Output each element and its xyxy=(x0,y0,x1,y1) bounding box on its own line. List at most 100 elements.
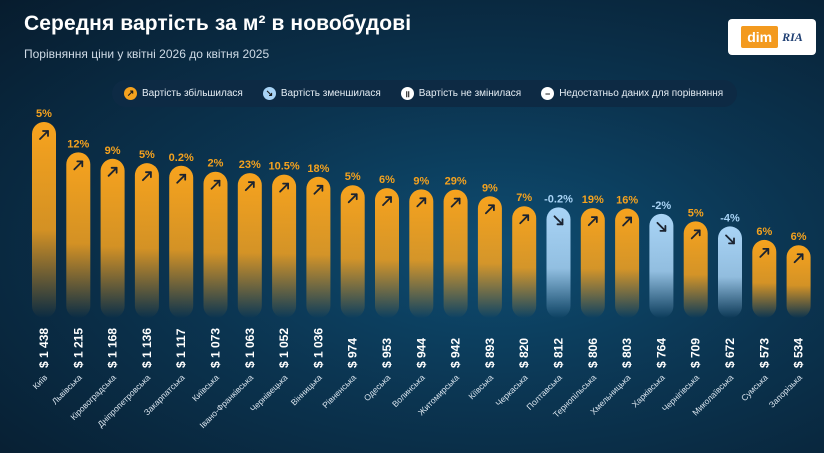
arrow-up-right-icon xyxy=(279,182,290,193)
bar-17 xyxy=(615,208,640,318)
logo-ria-text: RIA xyxy=(782,29,803,44)
category-label: Запорізька xyxy=(767,372,805,410)
bar-2 xyxy=(100,158,125,318)
bar-22 xyxy=(786,245,811,318)
legend-label-increased: Вартість збільшилася xyxy=(142,88,243,99)
change-label: -4% xyxy=(720,212,740,224)
change-label: 0.2% xyxy=(169,152,194,164)
change-label: 2% xyxy=(208,158,224,170)
arrow-up-right-icon xyxy=(587,216,598,227)
legend-label-no-data: Недостатньо даних для порівняння xyxy=(559,88,724,99)
bar-9 xyxy=(340,185,365,318)
change-label: 6% xyxy=(791,231,807,243)
legend-item-unchanged: ॥ Вартість не змінилася xyxy=(400,87,522,100)
bar-16 xyxy=(580,208,605,318)
category-label: Кіївська xyxy=(466,372,495,401)
change-label: 5% xyxy=(345,171,361,183)
change-label: 5% xyxy=(139,149,155,161)
change-label: -0.2% xyxy=(544,193,573,205)
arrow-up-right-icon xyxy=(313,184,324,195)
change-label: 19% xyxy=(582,194,604,206)
bar-1 xyxy=(66,152,91,318)
arrow-up-right-icon xyxy=(759,247,770,258)
change-label: 9% xyxy=(105,145,121,157)
value-label: $ 534 xyxy=(792,338,806,368)
arrow-up-right-icon xyxy=(244,181,255,192)
bar-8 xyxy=(306,176,331,318)
arrow-up-right-icon xyxy=(519,214,530,225)
bar-6 xyxy=(237,173,262,318)
bar-12 xyxy=(443,189,468,318)
value-label: $ 1 136 xyxy=(140,328,154,368)
bar-11 xyxy=(409,189,434,318)
legend: ↗ Вартість збільшилася ↘ Вартість зменши… xyxy=(112,80,737,107)
arrow-down-right-icon: ↘ xyxy=(262,87,276,100)
value-label: $ 764 xyxy=(654,338,668,368)
value-label: $ 812 xyxy=(552,338,566,368)
value-label: $ 1 215 xyxy=(71,328,85,368)
arrow-down-right-icon xyxy=(553,215,564,226)
logo-dim-text: dim xyxy=(741,26,779,48)
bar-14 xyxy=(512,206,537,318)
value-label: $ 1 063 xyxy=(243,328,257,368)
value-label: $ 820 xyxy=(517,338,531,368)
dim-ria-logo: dim RIA xyxy=(728,19,816,55)
bar-5 xyxy=(203,171,228,318)
minus-icon: − xyxy=(541,87,555,100)
bar-4 xyxy=(169,165,194,318)
change-label: 6% xyxy=(756,226,772,238)
legend-label-unchanged: Вартість не змінилася xyxy=(418,88,522,99)
bar-19 xyxy=(683,221,708,318)
value-label: $ 1 073 xyxy=(209,328,223,368)
change-label: 16% xyxy=(616,195,638,207)
change-label: 29% xyxy=(445,176,467,188)
value-label: $ 953 xyxy=(380,338,394,368)
bar-0 xyxy=(32,122,56,318)
arrow-up-right-icon xyxy=(416,197,427,208)
bar-18 xyxy=(649,213,674,318)
value-label: $ 709 xyxy=(689,338,703,368)
change-label: 10.5% xyxy=(268,161,299,173)
page-title: Середня вартість за м² в новобудові xyxy=(24,12,412,35)
value-label: $ 1 052 xyxy=(277,328,291,368)
value-label: $ 806 xyxy=(586,338,600,368)
arrow-up-right-icon xyxy=(210,179,221,190)
legend-item-no-data: − Недостатньо даних для порівняння xyxy=(541,87,723,100)
arrow-down-right-icon xyxy=(656,221,667,232)
arrow-up-right-icon xyxy=(107,166,118,177)
category-label: Одеська xyxy=(362,372,393,403)
value-label: $ 1 117 xyxy=(174,328,188,368)
category-label: Волинська xyxy=(390,372,427,409)
category-label: Рівненська xyxy=(320,372,358,410)
value-label: $ 1 438 xyxy=(37,328,51,368)
arrow-up-right-icon xyxy=(450,197,461,208)
change-label: 18% xyxy=(307,163,329,175)
arrow-up-right-icon xyxy=(484,204,495,215)
bar-15 xyxy=(546,207,571,318)
category-label: Київ xyxy=(31,372,50,391)
category-label: Сумська xyxy=(739,372,770,403)
change-label: 5% xyxy=(688,207,704,219)
category-label: Київська xyxy=(190,372,221,403)
arrow-up-right-icon xyxy=(73,160,84,171)
bar-20 xyxy=(718,226,742,318)
bar-21 xyxy=(752,239,777,318)
arrow-up-right-icon xyxy=(39,130,49,140)
category-label: Вінницька xyxy=(289,372,324,407)
legend-item-increased: ↗ Вартість збільшилася xyxy=(124,87,243,100)
bar-7 xyxy=(272,174,297,318)
change-label: 12% xyxy=(67,138,89,150)
bar-3 xyxy=(134,163,159,318)
value-label: $ 672 xyxy=(723,338,737,368)
value-label: $ 573 xyxy=(757,338,771,368)
arrow-up-right-icon xyxy=(622,216,632,227)
arrow-up-right-icon: ↗ xyxy=(124,87,137,100)
page-subtitle: Порівняння ціни у квітні 2026 до квітня … xyxy=(24,47,270,61)
change-label: 7% xyxy=(516,192,532,204)
value-label: $ 1 168 xyxy=(106,328,120,368)
arrow-up-right-icon xyxy=(690,229,701,240)
arrow-up-right-icon xyxy=(382,196,392,207)
arrow-up-right-icon xyxy=(141,171,152,182)
value-label: $ 803 xyxy=(620,338,634,368)
